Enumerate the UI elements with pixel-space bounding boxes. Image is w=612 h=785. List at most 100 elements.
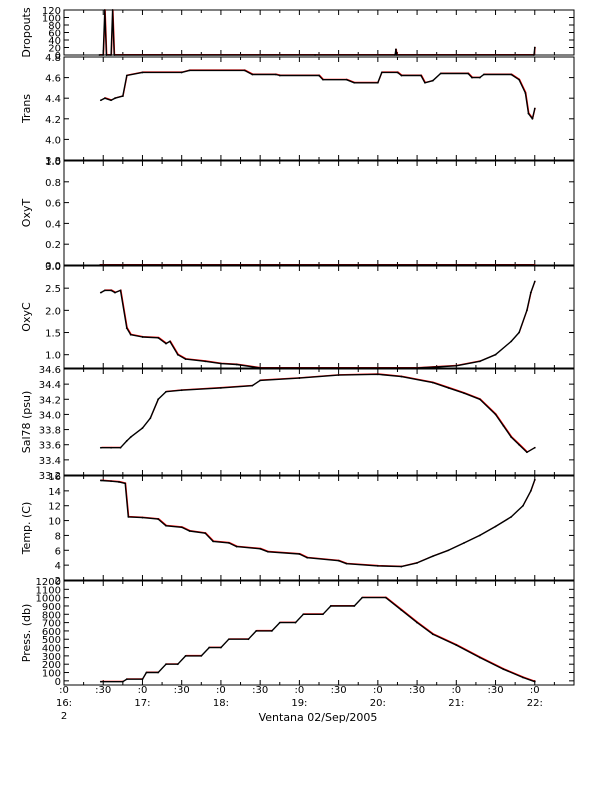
sal78-psu-data-point: [431, 381, 434, 384]
y-tick-label: 34.4: [39, 380, 61, 391]
x-tick-label-group: :30: [174, 685, 190, 696]
y-tick-label: 1100: [36, 585, 61, 596]
press-db-data-point: [99, 680, 102, 683]
trans-data-point: [121, 95, 124, 98]
trans-data-point: [188, 69, 191, 72]
oxyc-data-point: [478, 360, 481, 363]
trans-data-point: [380, 71, 383, 74]
temp-c-data-point: [400, 565, 403, 568]
oxyc-data-point: [526, 309, 528, 312]
oxyc-data-point: [529, 291, 532, 294]
panel-sal78-psu: 33.2 33.4 33.6 33.8 34.0 34.2 34.4 34.6 Sal78 (p…: [20, 365, 575, 482]
trans-data-point: [424, 81, 426, 84]
x-tick-label-group: :017:: [134, 685, 150, 709]
sal78-psu-data-point: [99, 446, 102, 449]
press-db-data-point: [294, 621, 297, 624]
dropouts-data-point: [395, 54, 398, 56]
trans-data-point: [531, 117, 534, 120]
y-axis-label: Press. (db): [20, 604, 33, 663]
y-tick-label: 400: [42, 644, 61, 655]
oxyc-data-point: [533, 280, 536, 283]
press-db-data-point: [416, 621, 418, 624]
sal78-psu-data-point: [110, 446, 112, 449]
y-tick-label: 12: [48, 502, 61, 513]
x-tick-label: :30: [95, 685, 111, 696]
press-db-data-point: [400, 609, 403, 612]
panel-temp-c: 2 4 6 8 10 12 14 16 Temp. (C): [20, 472, 575, 587]
dropouts-data-point: [533, 54, 535, 56]
y-tick-label: 8: [55, 531, 61, 542]
press-db-data-point: [121, 680, 124, 683]
y-tick-label: 33.6: [39, 441, 61, 452]
x-tick-label: :30: [174, 685, 190, 696]
y-tick-label: 80: [48, 21, 61, 32]
press-db-data-point: [176, 663, 179, 666]
trans-data-point: [278, 74, 281, 77]
temp-c-data-point: [165, 524, 167, 527]
temp-c-data-point: [529, 489, 532, 492]
trans-data-point: [353, 81, 356, 84]
x-tick-hour-label: 22:: [527, 698, 543, 709]
trans-data-point: [110, 99, 112, 102]
x-tick-label-group: :0 16: 2: [56, 685, 72, 722]
x-tick-label-group: :019:: [291, 685, 307, 709]
temp-c-data-point: [267, 550, 269, 553]
y-tick-label: 700: [42, 619, 61, 630]
y-tick-label: 4.4: [45, 94, 61, 105]
oxyc-data-point: [518, 331, 520, 334]
sal78-psu-data-point: [298, 377, 301, 379]
trans-data-point: [478, 76, 481, 79]
x-tick-hour-label: 18:: [213, 698, 229, 709]
sal78-psu-data-point: [125, 440, 128, 442]
press-db-data-point: [227, 638, 230, 641]
y-tick-label: 1.5: [45, 329, 61, 340]
sal78-psu-data-point: [141, 427, 144, 429]
trans-data-point: [322, 78, 324, 81]
temp-c-data-point: [124, 482, 127, 485]
trans-data-point: [345, 78, 348, 81]
sal78-psu-data-point: [376, 373, 379, 376]
oxyc-data-point: [176, 353, 179, 356]
x-tick-label: :30: [331, 685, 347, 696]
press-db-data-point: [165, 663, 167, 666]
press-db-data-point: [302, 613, 305, 616]
y-tick-label: 1200: [36, 577, 61, 588]
dropouts-data-point: [102, 54, 105, 56]
trans-data-point: [103, 97, 106, 100]
y-tick-label: 33.2: [39, 471, 61, 482]
y-axis-label: Sal78 (psu): [20, 391, 33, 454]
y-tick-label: 6: [55, 546, 61, 557]
x-tick-label: :0: [451, 685, 461, 696]
y-tick-label: 2.5: [45, 284, 61, 295]
press-db-data-point: [145, 671, 148, 674]
x-tick-label-group: :021:: [448, 685, 464, 709]
oxyc-data-point: [204, 360, 207, 363]
sal78-psu-data-point: [149, 417, 152, 420]
temp-c-data-point: [533, 478, 536, 481]
y-tick-label: 16: [48, 472, 61, 483]
press-db-data-point: [329, 605, 332, 607]
oxyc-data-point: [99, 291, 102, 294]
trans-data-point: [420, 74, 422, 77]
temp-c-data-point: [118, 481, 120, 483]
y-tick-label: 10: [48, 517, 61, 528]
oxyc-data-point: [165, 342, 167, 345]
temp-c-data-point: [212, 540, 214, 543]
y-tick-label: 100: [42, 14, 61, 25]
trans-data-point: [125, 74, 128, 77]
dropouts-data-point: [113, 54, 116, 56]
press-db-data-point: [278, 621, 281, 624]
sal78-psu-data-point: [129, 436, 132, 439]
trans-data-point: [533, 107, 536, 110]
y-tick-label: 0.2: [45, 240, 61, 251]
oxyc-data-point: [129, 333, 132, 336]
x-tick-hour-label: 17:: [134, 698, 150, 709]
sal78-psu-data-point: [502, 424, 505, 427]
temp-c-data-point: [235, 545, 238, 548]
x-tick-label: :30: [409, 685, 425, 696]
y-tick-label: 60: [48, 29, 61, 40]
y-tick-label: 1.0: [45, 351, 61, 362]
x-tick-hour-label: 19:: [291, 698, 307, 709]
trans-data-point: [431, 79, 434, 82]
temp-c-data-point: [306, 556, 309, 559]
